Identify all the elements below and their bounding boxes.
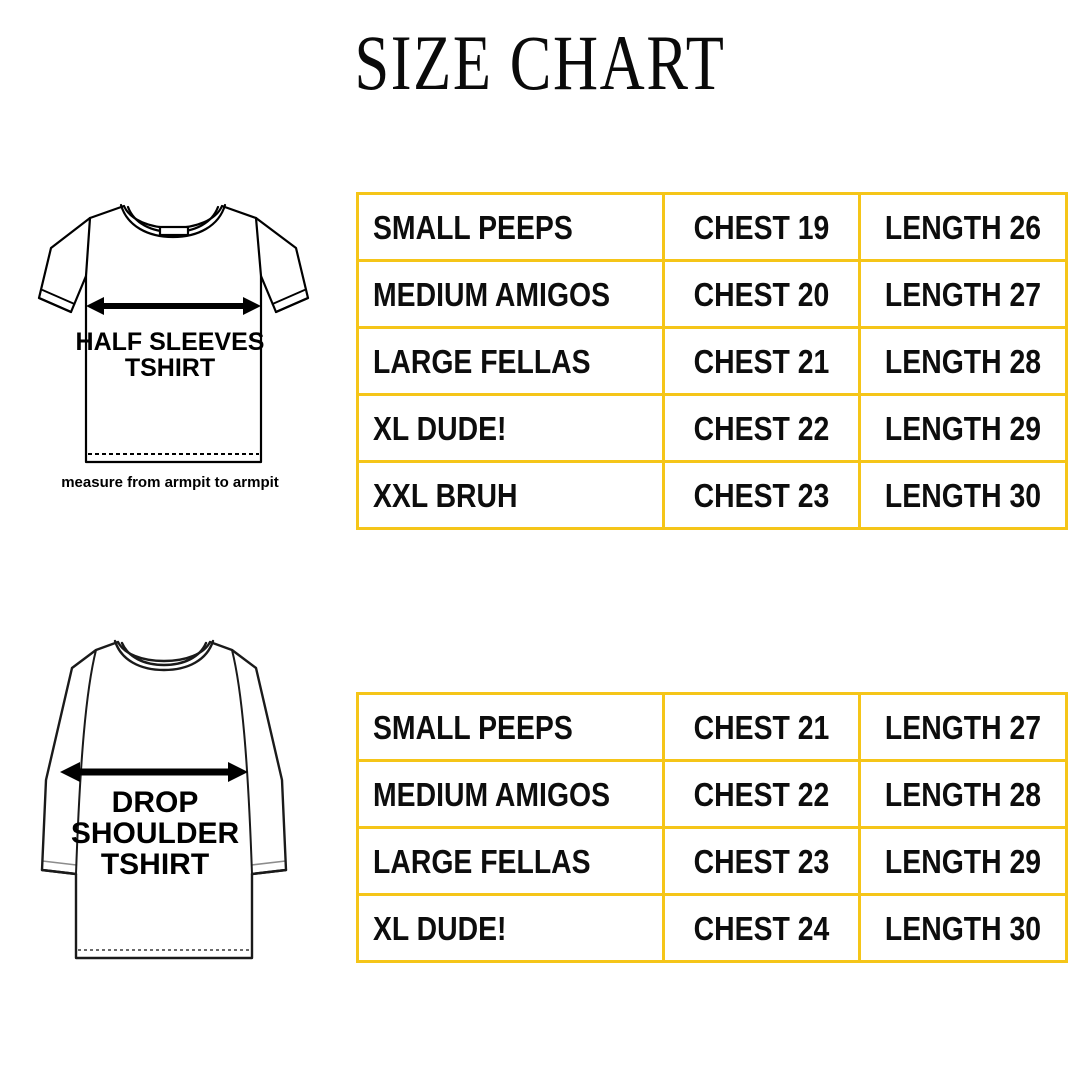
cell-size: XL DUDE! bbox=[356, 393, 665, 463]
cell-size: LARGE FELLAS bbox=[356, 826, 665, 896]
cell-size-text: XXL BRUH bbox=[373, 476, 518, 514]
half-sleeves-size-table: SMALL PEEPS CHEST 19 LENGTH 26 MEDIUM AMIGO… bbox=[356, 192, 1068, 530]
cell-chest-text: CHEST 22 bbox=[693, 409, 830, 447]
cell-size-text: MEDIUM AMIGOS bbox=[373, 275, 611, 313]
drop-shoulder-tshirt-label: DROP SHOULDER TSHIRT bbox=[70, 786, 240, 881]
drop-shoulder-tshirt-svg bbox=[40, 639, 288, 960]
cell-length-text: LENGTH 27 bbox=[884, 275, 1042, 313]
cell-size-text: XL DUDE! bbox=[373, 909, 507, 947]
cell-size-text: SMALL PEEPS bbox=[373, 208, 573, 246]
cell-size-text: MEDIUM AMIGOS bbox=[373, 775, 611, 813]
table-row: XL DUDE! CHEST 22 LENGTH 29 bbox=[356, 393, 1068, 463]
cell-length-text: LENGTH 27 bbox=[884, 708, 1042, 746]
table-row: MEDIUM AMIGOS CHEST 20 LENGTH 27 bbox=[356, 259, 1068, 329]
table-row: LARGE FELLAS CHEST 21 LENGTH 28 bbox=[356, 326, 1068, 396]
table-row: SMALL PEEPS CHEST 19 LENGTH 26 bbox=[356, 192, 1068, 262]
cell-chest-text: CHEST 23 bbox=[693, 476, 830, 514]
cell-size: SMALL PEEPS bbox=[356, 192, 665, 262]
cell-length: LENGTH 30 bbox=[858, 460, 1068, 530]
cell-size: MEDIUM AMIGOS bbox=[356, 259, 665, 329]
half-sleeves-measure-caption: measure from armpit to armpit bbox=[61, 474, 279, 491]
table-row: SMALL PEEPS CHEST 21 LENGTH 27 bbox=[356, 692, 1068, 762]
cell-size: SMALL PEEPS bbox=[356, 692, 665, 762]
cell-size-text: LARGE FELLAS bbox=[373, 342, 591, 380]
table-row: XXL BRUH CHEST 23 LENGTH 30 bbox=[356, 460, 1068, 530]
half-sleeves-size-table-body: SMALL PEEPS CHEST 19 LENGTH 26 MEDIUM AMIGO… bbox=[356, 192, 1068, 530]
cell-chest: CHEST 20 bbox=[662, 259, 861, 329]
cell-chest: CHEST 21 bbox=[662, 326, 861, 396]
cell-length-text: LENGTH 26 bbox=[884, 208, 1042, 246]
table-row: LARGE FELLAS CHEST 23 LENGTH 29 bbox=[356, 826, 1068, 896]
cell-size-text: SMALL PEEPS bbox=[373, 708, 573, 746]
cell-chest-text: CHEST 23 bbox=[693, 842, 830, 880]
cell-length-text: LENGTH 29 bbox=[884, 409, 1042, 447]
cell-size-text: LARGE FELLAS bbox=[373, 842, 591, 880]
cell-length: LENGTH 27 bbox=[858, 259, 1068, 329]
cell-chest: CHEST 23 bbox=[662, 460, 861, 530]
cell-length-text: LENGTH 28 bbox=[884, 342, 1042, 380]
cell-chest: CHEST 19 bbox=[662, 192, 861, 262]
cell-chest: CHEST 23 bbox=[662, 826, 861, 896]
cell-chest-text: CHEST 20 bbox=[693, 275, 830, 313]
cell-size: LARGE FELLAS bbox=[356, 326, 665, 396]
cell-length: LENGTH 26 bbox=[858, 192, 1068, 262]
drop-shoulder-tshirt-illustration bbox=[0, 620, 339, 975]
cell-chest-text: CHEST 19 bbox=[693, 208, 830, 246]
drop-shoulder-size-table: SMALL PEEPS CHEST 21 LENGTH 27 MEDIUM AMIGO… bbox=[356, 692, 1068, 963]
cell-length: LENGTH 29 bbox=[858, 826, 1068, 896]
cell-chest: CHEST 22 bbox=[662, 393, 861, 463]
cell-chest-text: CHEST 24 bbox=[693, 909, 830, 947]
cell-chest-text: CHEST 21 bbox=[693, 342, 830, 380]
drop-shoulder-size-table-body: SMALL PEEPS CHEST 21 LENGTH 27 MEDIUM AMIGO… bbox=[356, 692, 1068, 963]
cell-chest: CHEST 21 bbox=[662, 692, 861, 762]
chest-measure-arrow bbox=[86, 297, 261, 315]
cell-chest: CHEST 22 bbox=[662, 759, 861, 829]
cell-chest-text: CHEST 22 bbox=[693, 775, 830, 813]
half-sleeves-tshirt-illustration bbox=[8, 190, 338, 500]
cell-size: XXL BRUH bbox=[356, 460, 665, 530]
page-title: SIZE CHART bbox=[354, 19, 726, 106]
cell-length: LENGTH 28 bbox=[858, 759, 1068, 829]
cell-chest-text: CHEST 21 bbox=[693, 708, 830, 746]
cell-length-text: LENGTH 30 bbox=[884, 909, 1042, 947]
table-row: MEDIUM AMIGOS CHEST 22 LENGTH 28 bbox=[356, 759, 1068, 829]
cell-length: LENGTH 29 bbox=[858, 393, 1068, 463]
cell-length: LENGTH 27 bbox=[858, 692, 1068, 762]
cell-length: LENGTH 28 bbox=[858, 326, 1068, 396]
cell-size: XL DUDE! bbox=[356, 893, 665, 963]
cell-length-text: LENGTH 30 bbox=[884, 476, 1042, 514]
neck-label-tag bbox=[158, 225, 190, 237]
cell-chest: CHEST 24 bbox=[662, 893, 861, 963]
table-row: XL DUDE! CHEST 24 LENGTH 30 bbox=[356, 893, 1068, 963]
cell-size: MEDIUM AMIGOS bbox=[356, 759, 665, 829]
cell-length: LENGTH 30 bbox=[858, 893, 1068, 963]
chest-measure-arrow bbox=[60, 762, 248, 782]
cell-size-text: XL DUDE! bbox=[373, 409, 507, 447]
cell-length-text: LENGTH 28 bbox=[884, 775, 1042, 813]
cell-length-text: LENGTH 29 bbox=[884, 842, 1042, 880]
half-sleeves-tshirt-svg bbox=[37, 203, 310, 464]
half-sleeves-tshirt-label: HALF SLEEVES TSHIRT bbox=[75, 328, 265, 382]
